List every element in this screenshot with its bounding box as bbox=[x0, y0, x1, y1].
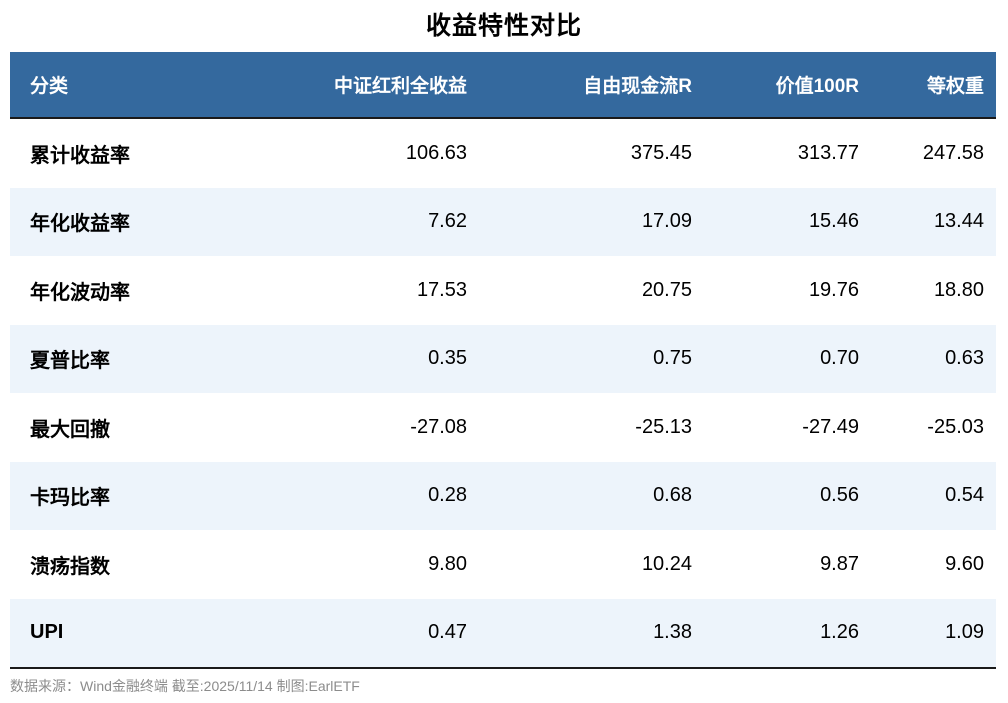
cell-value: 0.28 bbox=[428, 484, 467, 507]
cell-value: 0.63 bbox=[945, 347, 984, 370]
col-header-category: 分类 bbox=[10, 52, 254, 118]
cell-value: 7.62 bbox=[428, 210, 467, 233]
cell-value: 0.70 bbox=[820, 347, 859, 370]
cell-value: 0.54 bbox=[945, 484, 984, 507]
table-row: 溃疡指数 9.80 10.24 9.87 9.60 bbox=[10, 530, 996, 599]
row-label: 卡玛比率 bbox=[30, 487, 110, 510]
data-source-note: 数据来源：Wind金融终端 截至:2025/11/14 制图:EarlETF bbox=[10, 678, 360, 694]
page-title: 收益特性对比 bbox=[425, 12, 582, 40]
cell-value: 0.68 bbox=[653, 484, 692, 507]
row-label: 累计收益率 bbox=[30, 144, 130, 167]
table-row: 夏普比率 0.35 0.75 0.70 0.63 bbox=[10, 324, 996, 393]
cell-value: 15.46 bbox=[808, 210, 859, 233]
col-header-csi-dividend: 中证红利全收益 bbox=[254, 52, 479, 118]
cell-value: 0.47 bbox=[428, 621, 467, 644]
cell-value: 20.75 bbox=[641, 278, 692, 301]
cell-value: 1.09 bbox=[945, 621, 984, 644]
table-row: 卡玛比率 0.28 0.68 0.56 0.54 bbox=[10, 461, 996, 530]
col-header-free-cashflow: 自由现金流R bbox=[479, 52, 704, 118]
cell-value: 18.80 bbox=[933, 278, 984, 301]
cell-value: 9.80 bbox=[428, 552, 467, 575]
cell-value: 17.53 bbox=[416, 278, 467, 301]
cell-value: 0.75 bbox=[653, 347, 692, 370]
cell-value: 106.63 bbox=[405, 141, 467, 164]
table-header-row: 分类 中证红利全收益 自由现金流R 价值100R 等权重 bbox=[10, 52, 996, 118]
row-label: 溃疡指数 bbox=[30, 555, 110, 578]
cell-value: 19.76 bbox=[808, 278, 859, 301]
cell-value: 9.87 bbox=[820, 552, 859, 575]
cell-value: 9.60 bbox=[945, 552, 984, 575]
col-header-value100: 价值100R bbox=[704, 52, 871, 118]
cell-value: 0.35 bbox=[428, 347, 467, 370]
cell-value: -27.49 bbox=[802, 415, 859, 438]
row-label: 年化波动率 bbox=[30, 281, 130, 304]
table-row: 最大回撤 -27.08 -25.13 -27.49 -25.03 bbox=[10, 393, 996, 462]
table-row: 累计收益率 106.63 375.45 313.77 247.58 bbox=[10, 118, 996, 188]
cell-value: 375.45 bbox=[630, 141, 692, 164]
row-label: 夏普比率 bbox=[30, 350, 110, 373]
cell-value: 247.58 bbox=[922, 141, 984, 164]
row-label: 年化收益率 bbox=[30, 213, 130, 236]
table-row: 年化收益率 7.62 17.09 15.46 13.44 bbox=[10, 187, 996, 256]
row-label: UPI bbox=[30, 621, 64, 644]
table-row: 年化波动率 17.53 20.75 19.76 18.80 bbox=[10, 256, 996, 325]
table-row: UPI 0.47 1.38 1.26 1.09 bbox=[10, 598, 996, 668]
cell-value: 1.26 bbox=[820, 621, 859, 644]
cell-value: -27.08 bbox=[410, 415, 467, 438]
cell-value: 0.56 bbox=[820, 484, 859, 507]
cell-value: -25.03 bbox=[927, 415, 984, 438]
returns-comparison-table: 分类 中证红利全收益 自由现金流R 价值100R 等权重 累计收益率 106.6… bbox=[10, 52, 996, 669]
cell-value: 313.77 bbox=[797, 141, 859, 164]
col-header-equal-weight: 等权重 bbox=[871, 52, 996, 118]
cell-value: 13.44 bbox=[933, 210, 984, 233]
cell-value: 10.24 bbox=[641, 552, 692, 575]
cell-value: 1.38 bbox=[653, 621, 692, 644]
row-label: 最大回撤 bbox=[30, 418, 110, 441]
cell-value: 17.09 bbox=[641, 210, 692, 233]
returns-table: 分类 中证红利全收益 自由现金流R 价值100R 等权重 累计收益率 106.6… bbox=[10, 52, 996, 669]
cell-value: -25.13 bbox=[635, 415, 692, 438]
